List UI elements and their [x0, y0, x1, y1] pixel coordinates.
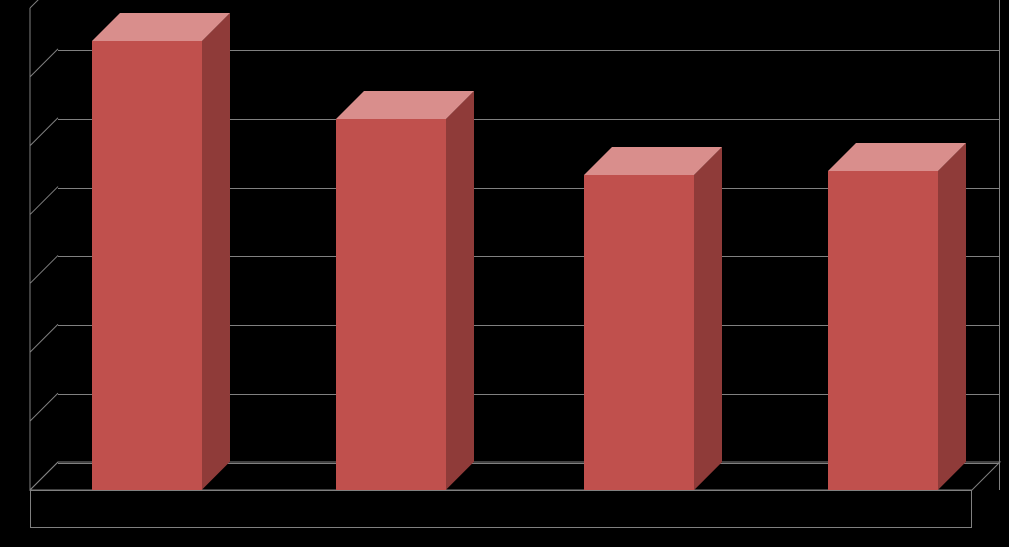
bar-front	[92, 41, 202, 490]
bar-front	[584, 175, 694, 490]
bar-front	[336, 119, 446, 490]
plot-area	[30, 8, 972, 528]
bar-top	[584, 147, 722, 175]
bar-chart-3d	[0, 0, 1009, 547]
bar-side	[938, 143, 966, 490]
bar-top	[336, 91, 474, 119]
bar-side	[694, 147, 722, 490]
bar-top	[92, 13, 230, 41]
left-wall	[30, 8, 58, 528]
bar-side	[446, 91, 474, 490]
bar-side	[202, 13, 230, 490]
bar-front	[828, 171, 938, 490]
bar-top	[828, 143, 966, 171]
